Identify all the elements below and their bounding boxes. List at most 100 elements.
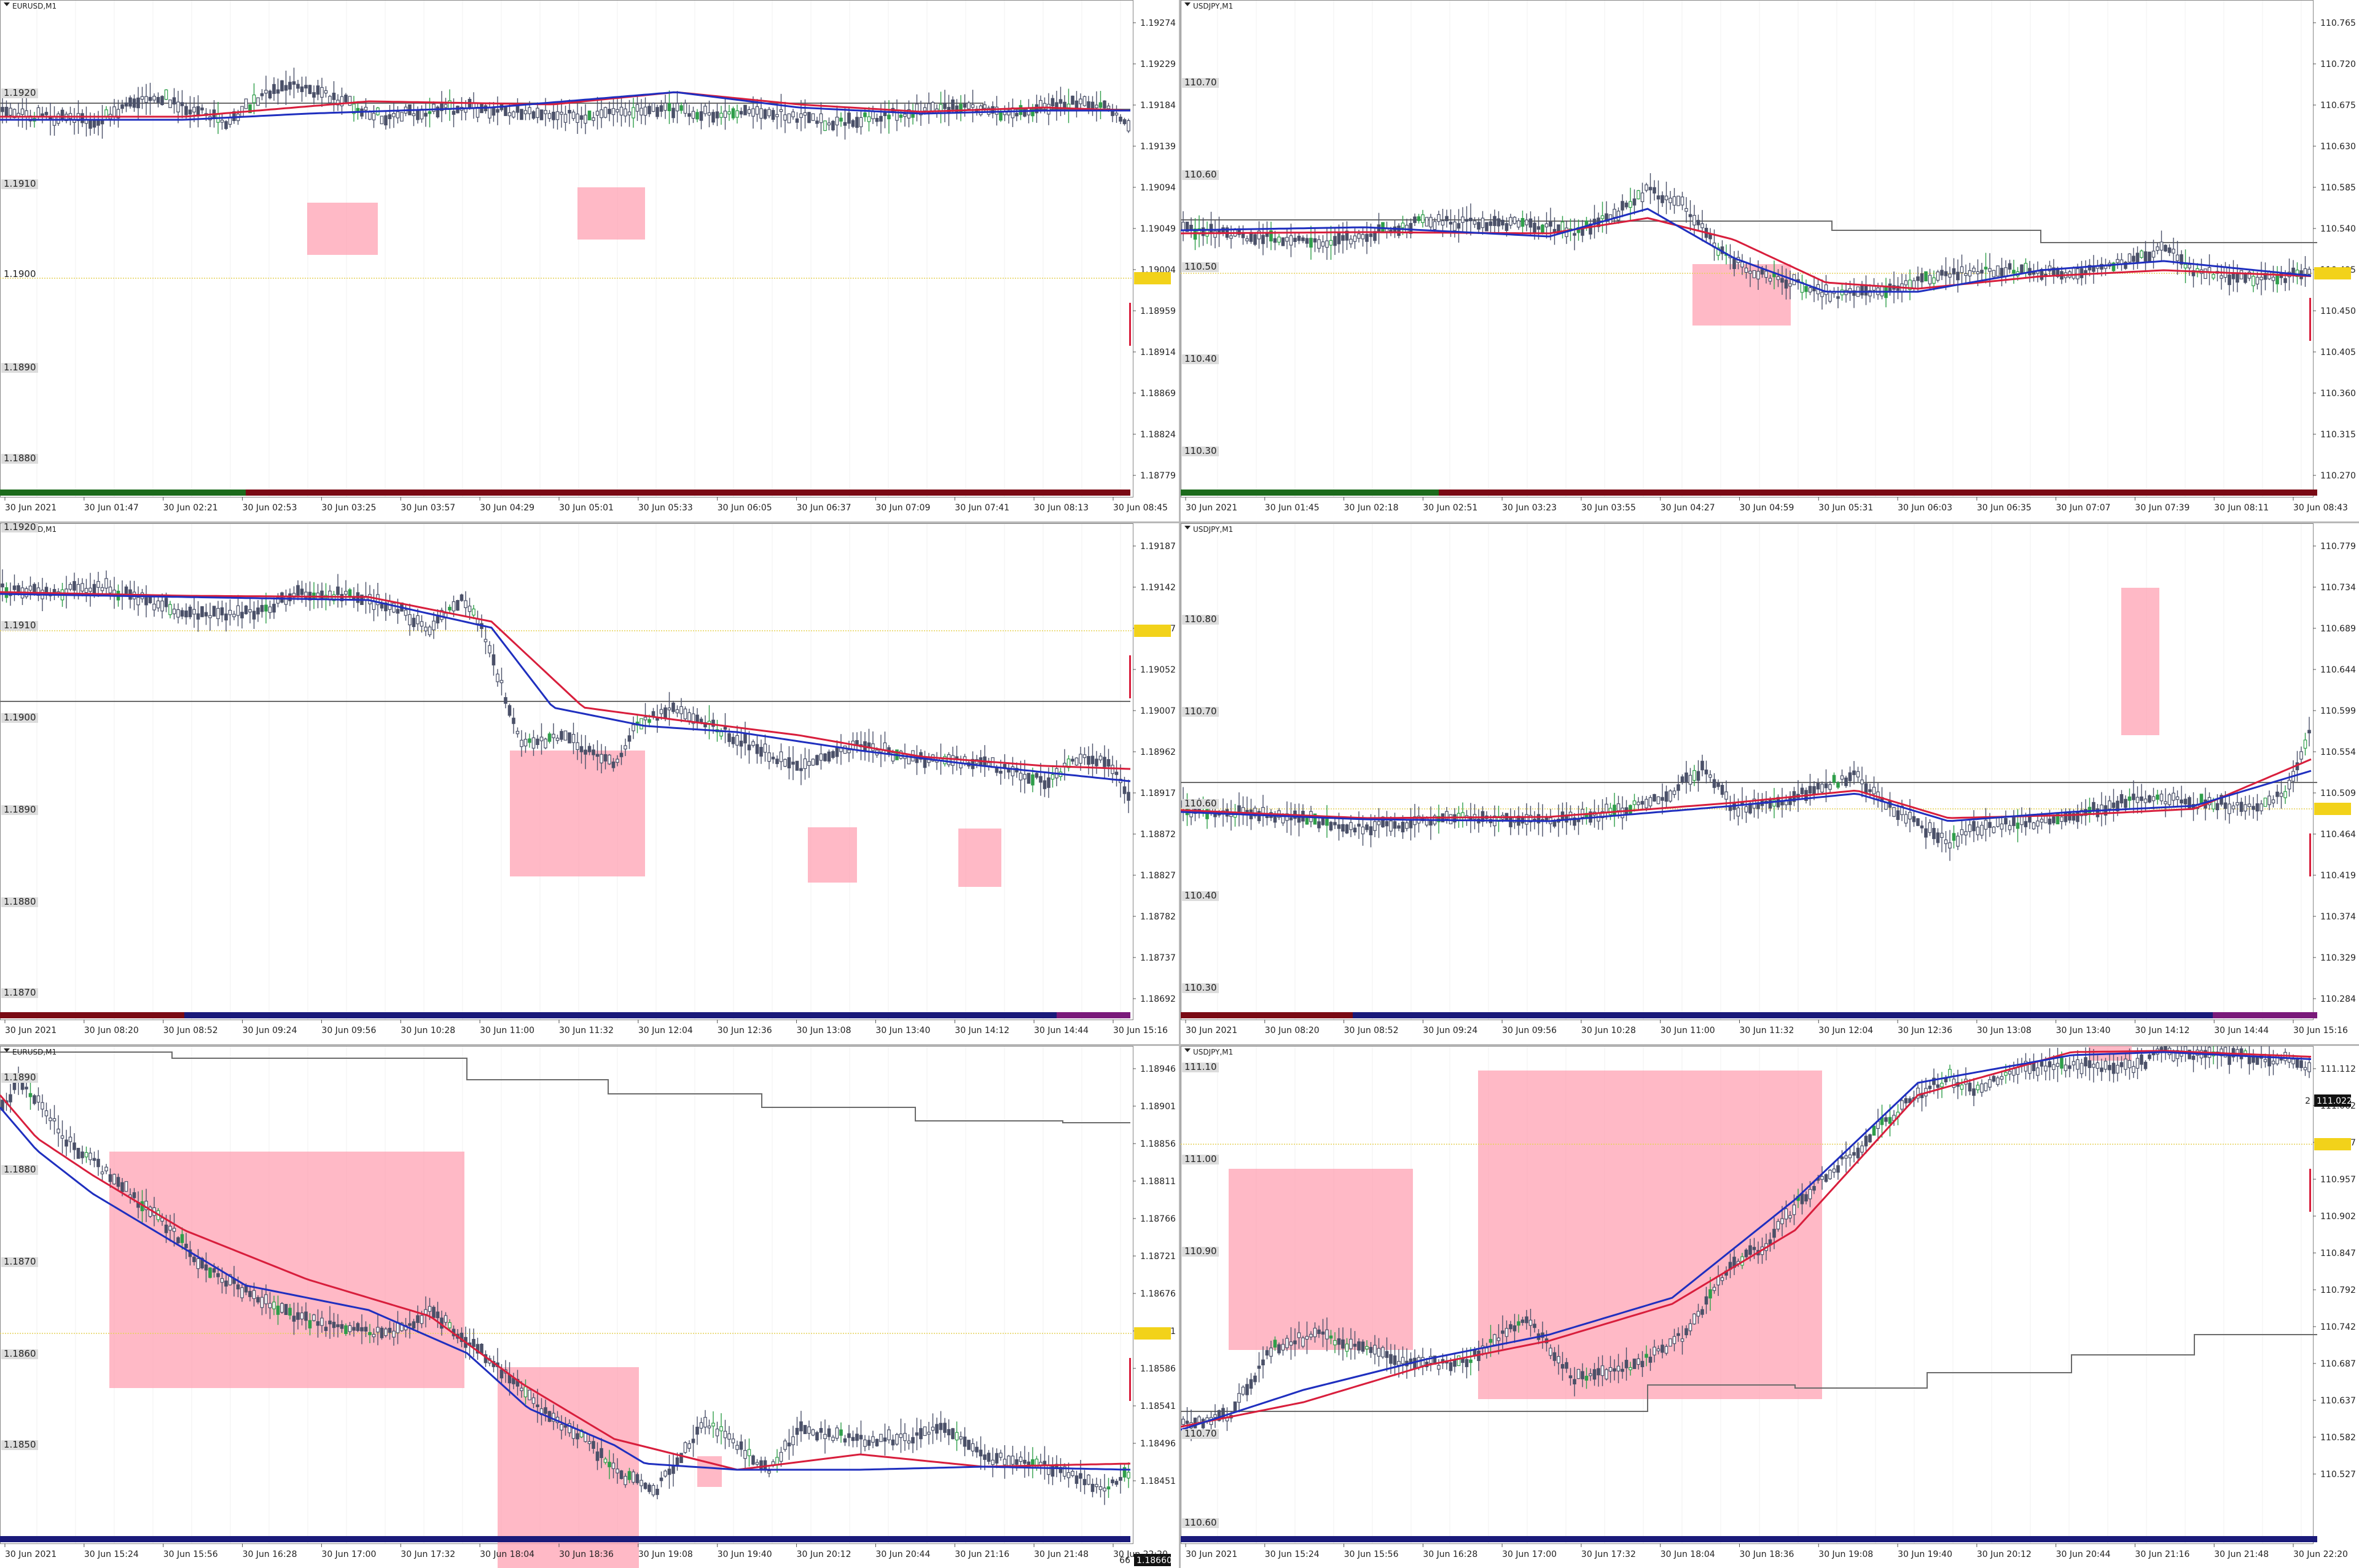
candle-body xyxy=(2283,278,2287,283)
right-price-label: 110.450 xyxy=(2320,306,2356,316)
candle-body xyxy=(1425,217,1429,227)
candle-body xyxy=(1213,230,1217,238)
candle-body xyxy=(424,1309,428,1315)
candle-body xyxy=(1087,1475,1090,1485)
left-price-label: 1.1920 xyxy=(4,87,36,98)
right-price-label: 1.18946 xyxy=(1140,1064,1176,1074)
candle-body xyxy=(332,1322,336,1328)
candle-body xyxy=(1840,1156,1844,1160)
candle-body xyxy=(1916,276,1920,281)
candle-body xyxy=(1948,273,1952,278)
right-price-label: 110.284 xyxy=(2320,994,2356,1004)
candle-body xyxy=(268,90,272,99)
candle-body xyxy=(731,736,735,744)
candle-body xyxy=(104,1166,108,1172)
chart-pane-usdjpy-2[interactable]: USDJPY,M1 110.80 110.70 110.60 110.40 110.30 1… xyxy=(1181,523,2359,1044)
candle-body xyxy=(2140,250,2143,258)
candle-body xyxy=(1039,776,1043,783)
candle-body xyxy=(1119,117,1122,122)
candle-body xyxy=(172,97,176,105)
candle-body xyxy=(1541,224,1544,234)
chart-pane-usdjpy-1[interactable]: USDJPY,M1 110.70 110.60 110.50 110.40 110.30 1… xyxy=(1181,0,2359,521)
candle-body xyxy=(1373,821,1377,831)
candle-body xyxy=(643,717,647,720)
candle-body xyxy=(1836,782,1840,788)
candle-body xyxy=(1413,216,1417,224)
candle-body xyxy=(1281,237,1285,246)
candle-body xyxy=(244,606,248,614)
candle-body xyxy=(579,746,584,752)
candle-body xyxy=(156,96,160,103)
candle-body xyxy=(619,106,624,115)
candle-body xyxy=(1253,808,1257,817)
candle-body xyxy=(523,739,528,747)
candle-body xyxy=(264,1294,268,1305)
candle-body xyxy=(635,104,640,112)
candle-body xyxy=(723,1430,727,1438)
candle-body xyxy=(252,94,256,103)
candle-body xyxy=(264,90,268,94)
candle-body xyxy=(531,111,536,119)
candle-body xyxy=(1457,1355,1461,1367)
candle-body xyxy=(647,719,651,723)
candle-body xyxy=(1265,1350,1269,1356)
candle-body xyxy=(460,594,464,601)
candle-body xyxy=(1848,288,1852,294)
candle-body xyxy=(1181,222,1185,231)
candle-body xyxy=(883,1437,887,1442)
candle-body xyxy=(544,110,547,114)
chart-pane-eurusd-3[interactable]: EURUSD,M1 1.1890 1.1880 1.1870 1.1860 1.1850 1… xyxy=(0,1046,1179,1568)
candle-body xyxy=(647,106,651,114)
candle-body xyxy=(2016,822,2020,829)
candle-body xyxy=(555,111,560,120)
candle-body xyxy=(1820,1176,1824,1180)
chart-pane-eurusd-2[interactable]: EURUSD,M11.19201.19101.19001.18901.18801… xyxy=(0,523,1179,1044)
candle-body xyxy=(616,1469,619,1473)
candle-body xyxy=(2275,1055,2279,1064)
right-price-label: 110.637 xyxy=(2320,1396,2356,1406)
candle-body xyxy=(1824,284,1828,295)
time-label: 30 Jun 14:12 xyxy=(2135,1026,2189,1036)
time-label: 30 Jun 22:20 xyxy=(1113,1550,1168,1559)
session-strip xyxy=(0,1536,1130,1542)
candle-body xyxy=(224,121,228,129)
candle-body xyxy=(891,752,895,762)
candle-body xyxy=(1629,805,1632,814)
candle-body xyxy=(2307,1062,2311,1072)
candle-body xyxy=(632,1471,635,1483)
right-price-label: 110.765 xyxy=(2320,18,2356,28)
candle-body xyxy=(659,1477,663,1481)
candle-body xyxy=(651,1485,655,1496)
candle-body xyxy=(2143,798,2148,803)
candle-body xyxy=(57,113,60,124)
candle-body xyxy=(671,703,675,712)
candle-body xyxy=(1848,1154,1852,1158)
candle-body xyxy=(1549,1348,1552,1356)
candle-body xyxy=(1672,790,1676,795)
candle-body xyxy=(1074,757,1079,766)
time-label: 30 Jun 09:24 xyxy=(243,1026,297,1036)
candle-body xyxy=(995,768,999,773)
right-price-label: 1.18782 xyxy=(1140,912,1176,922)
candle-body xyxy=(939,104,943,111)
candle-body xyxy=(2267,1055,2271,1067)
candle-body xyxy=(640,1480,643,1486)
candle-body xyxy=(815,755,819,765)
ma-fast-line xyxy=(0,1107,1131,1471)
candle-body xyxy=(515,731,520,735)
candle-body xyxy=(819,1428,823,1433)
candle-body xyxy=(787,1442,791,1446)
zone-rectangle xyxy=(577,187,645,240)
candle-body xyxy=(65,1139,68,1147)
candle-body xyxy=(2060,1058,2064,1069)
candle-body xyxy=(1493,216,1496,226)
plot-frame xyxy=(0,523,1133,1020)
chart-pane-eurusd-1[interactable]: EURUSD,M1 1.1920 1.1910 1.1890 1.1880 1.1900 1… xyxy=(0,0,1179,521)
left-price-label: 1.1910 xyxy=(4,620,36,631)
time-label: 30 Jun 04:29 xyxy=(480,503,534,513)
candle-body xyxy=(348,1325,352,1332)
candle-body xyxy=(164,89,168,100)
candle-body xyxy=(1916,1088,1920,1099)
candle-body xyxy=(1648,1356,1653,1363)
chart-pane-usdjpy-3[interactable]: USDJPY,M1 111.10 111.00 110.90 110.70 110.60 1… xyxy=(1181,1046,2359,1568)
